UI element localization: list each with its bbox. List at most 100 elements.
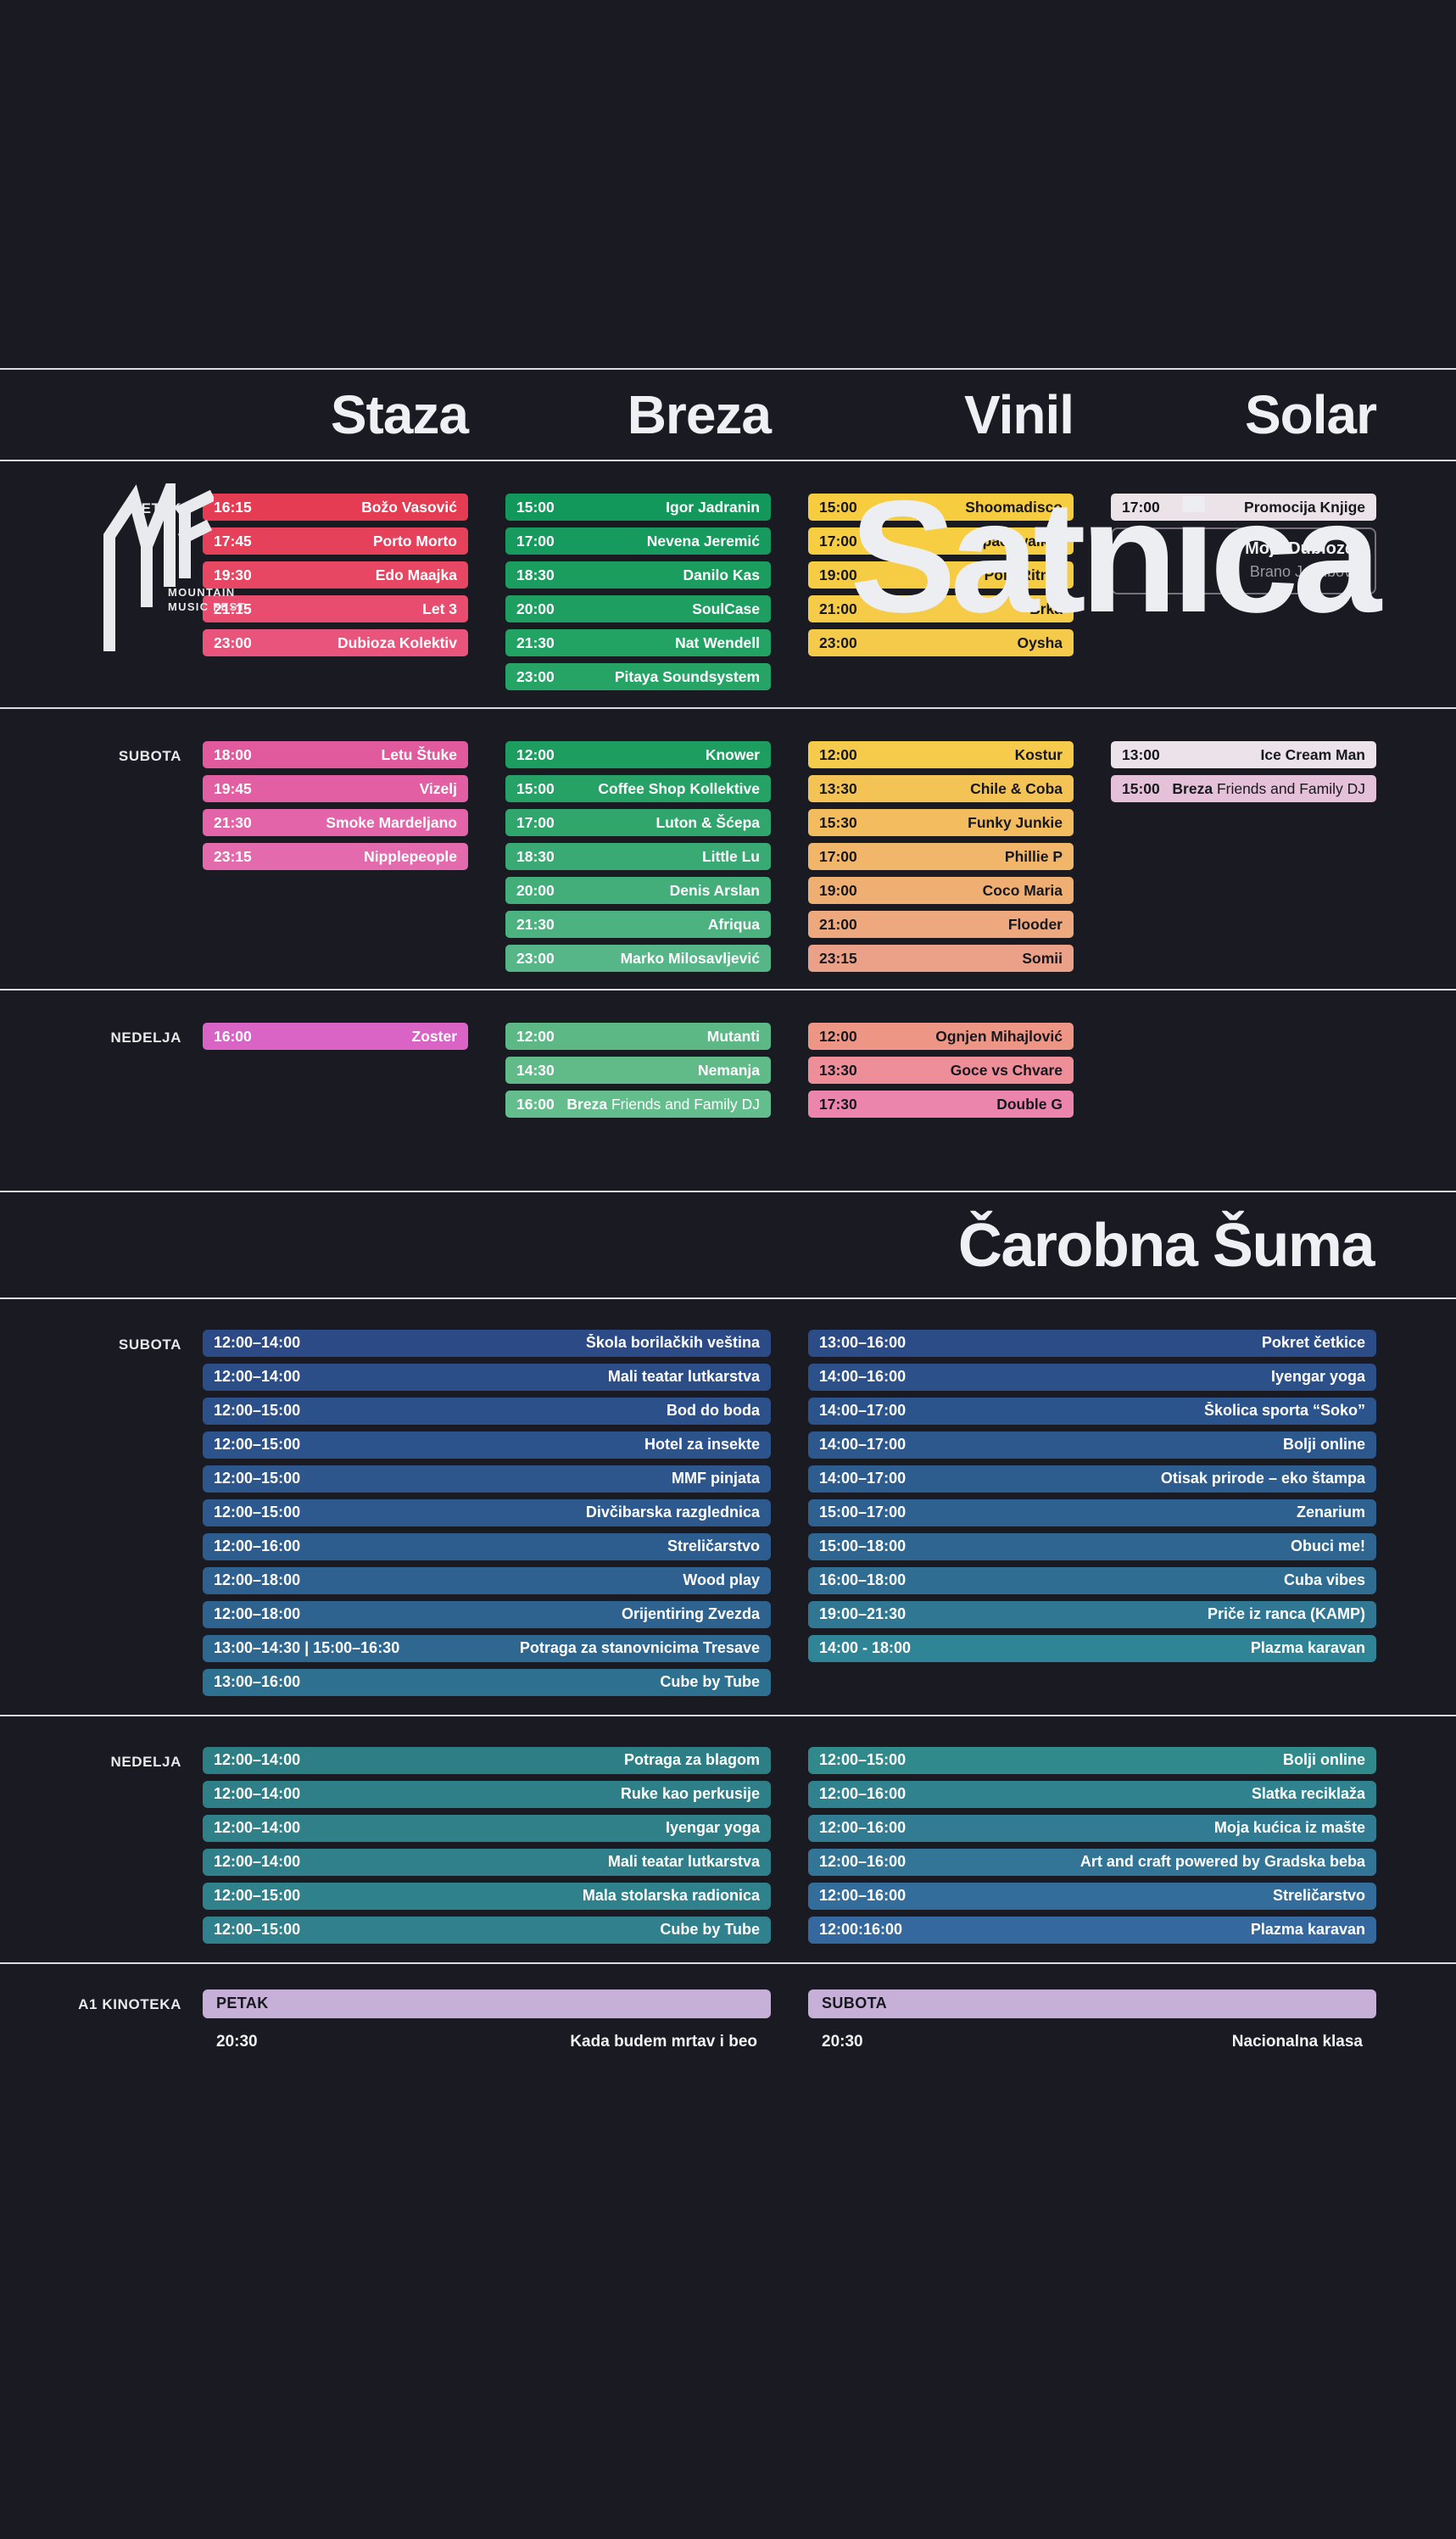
event-bar: 16:00–18:00 Cuba vibes [808, 1566, 1376, 1594]
event-name: Mali teatar lutkarstva [607, 1368, 760, 1386]
event-time: 23:00 [214, 633, 252, 651]
screening-row: 20:30 Nacionalna klasa [808, 2033, 1376, 2051]
cinema-column-petak: PETAK 20:30 Kada budem mrtav i beo [203, 1989, 771, 2051]
event-bar: 12:00–15:00 Divčibarska razglednica [203, 1498, 771, 1526]
stage-header-vinil: Vinil [964, 384, 1074, 445]
event-bar: 12:00–14:00 Potraga za blagom [203, 1746, 771, 1774]
event-bar: 12:00–18:00 Wood play [203, 1566, 771, 1594]
music-schedule: PETAK 16:15 Božo Vasović 17:45 Porto Morto 19… [0, 461, 1456, 1191]
event-time: 19:00 [819, 881, 857, 899]
event-time: 12:00–14:00 [214, 1853, 301, 1871]
page-title: Satnica [850, 467, 1381, 645]
event-bar: 21:30 Smoke Mardeljano [203, 809, 468, 836]
event-time: 23:00 [516, 667, 555, 685]
event-name: Coco Maria [982, 881, 1063, 899]
divider [0, 1961, 1456, 1964]
event-time: 12:00–16:00 [819, 1887, 907, 1905]
event-bar: 18:00 Letu Štuke [203, 741, 468, 768]
event-name-bold: Breza [566, 1095, 608, 1113]
event-bar: 23:15 Nipplepeople [203, 843, 468, 870]
forest-day-section-subota: SUBOTA 12:00–14:00 Škola borilačkih veštin… [0, 1299, 1456, 1715]
event-bar: 13:30 Chile & Coba [808, 775, 1074, 802]
event-name: Iyengar yoga [1270, 1368, 1365, 1386]
event-bar: 17:00 Phillie P [808, 843, 1074, 870]
event-name: Smoke Mardeljano [326, 813, 457, 831]
event-name: Coffee Shop Kollektive [598, 779, 760, 797]
event-name: MMF pinjata [672, 1470, 760, 1487]
day-section-petak: PETAK 16:15 Božo Vasović 17:45 Porto Morto 19… [0, 461, 1456, 707]
event-time: 12:00–16:00 [819, 1785, 907, 1803]
event-bar: 17:30 Double G [808, 1091, 1074, 1118]
cinema-section: A1 KINOTEKA PETAK 20:30 Kada budem mrtav i … [0, 1964, 1456, 2051]
event-name: Hotel za insekte [644, 1436, 760, 1454]
event-name: Poly-Ritmo [984, 566, 1063, 583]
event-name: Kostur [1014, 745, 1063, 763]
forest-title: Čarobna Šuma [957, 1212, 1375, 1280]
event-time: 12:00 [516, 1027, 555, 1045]
event-bar: 21:15 Let 3 [203, 595, 468, 622]
mmf-logo: MOUNTAIN MUSIC FEST [103, 483, 332, 661]
event-bar: 12:00–14:00 Mali teatar lutkarstva [203, 1848, 771, 1876]
event-bar: 23:00 Dubioza Kolektiv [203, 629, 468, 656]
event-bar: 19:30 Edo Maajka [203, 561, 468, 589]
stage-headers: Staza Breza Vinil Solar [0, 370, 1456, 460]
cinema-columns: PETAK 20:30 Kada budem mrtav i beo SUBOTA 20… [203, 1989, 1376, 2051]
event-name: Božo Vasović [361, 498, 457, 516]
day-label-nedelja: NEDELJA [110, 1030, 181, 1046]
book-promo-author: Brano Jakubović [1249, 563, 1363, 580]
event-name: Afriqua [707, 915, 760, 933]
event-name: Pitaya Soundsystem [614, 667, 760, 685]
divider [0, 1191, 1456, 1192]
stage-column-staza: 16:00 Zoster [203, 1023, 468, 1124]
event-time: 12:00–14:00 [214, 1334, 301, 1352]
event-bar: 15:00 Coffee Shop Kollektive [505, 775, 771, 802]
event-bar: 17:00 Luton & Šćepa [505, 809, 771, 836]
day-gutter: SUBOTA [0, 741, 203, 979]
event-name: Brka [1029, 600, 1063, 617]
stage-column-solar [1111, 1023, 1376, 1124]
event-time: 17:00 [1122, 498, 1160, 516]
event-name: Priče iz ranca (KAMP) [1207, 1605, 1365, 1623]
event-bar: 17:45 Porto Morto [203, 527, 468, 555]
event-name: Marko Milosavljević [620, 949, 760, 967]
event-name: Breza Friends and Family DJ [1172, 780, 1365, 798]
event-bar: 15:00 Igor Jadranin [505, 494, 771, 521]
event-bar: 19:00 Poly-Ritmo [808, 561, 1074, 589]
event-time: 14:00–16:00 [819, 1368, 907, 1386]
event-bar: 13:00–16:00 Cube by Tube [203, 1668, 771, 1696]
day-gutter: SUBOTA [0, 1330, 203, 1703]
event-time: 23:00 [516, 949, 555, 967]
event-time: 14:00–17:00 [819, 1402, 907, 1420]
day-columns: 16:15 Božo Vasović 17:45 Porto Morto 19:30 Ed… [203, 494, 1376, 697]
event-bar: 18:30 Little Lu [505, 843, 771, 870]
event-bar: 19:00–21:30 Priče iz ranca (KAMP) [808, 1600, 1376, 1628]
stage-header-staza: Staza [330, 384, 469, 445]
event-bar: 17:00 Nevena Jeremić [505, 527, 771, 555]
event-time: 12:00–16:00 [819, 1819, 907, 1837]
event-bar: 19:45 Vizelj [203, 775, 468, 802]
event-bar: 23:00 Pitaya Soundsystem [505, 663, 771, 690]
event-name: Dubioza Kolektiv [338, 633, 457, 651]
event-bar: 12:00 Mutanti [505, 1023, 771, 1050]
cinema-day-header: PETAK [203, 1989, 771, 2018]
event-time: 12:00 [516, 745, 555, 763]
event-bar: 12:00–14:00 Mali teatar lutkarstva [203, 1363, 771, 1391]
event-bar: 15:00 Shoomadisco [808, 494, 1074, 521]
day-columns: 18:00 Letu Štuke 19:45 Vizelj 21:30 Smoke Mar… [203, 741, 1376, 979]
event-name: Denis Arslan [669, 881, 760, 899]
event-time: 12:00–14:00 [214, 1751, 301, 1769]
event-name: Iyengar yoga [665, 1819, 760, 1837]
mmf-logo-mark [103, 483, 214, 651]
event-time: 12:00 [819, 745, 857, 763]
event-bar: 12:00–15:00 Mala stolarska radionica [203, 1882, 771, 1910]
day-label-nedelja: NEDELJA [110, 1753, 181, 1770]
event-time: 13:30 [819, 1061, 857, 1079]
stage-column-solar: 13:00 Ice Cream Man 15:00 Breza Friends and… [1111, 741, 1376, 979]
event-time: 12:00–16:00 [214, 1537, 301, 1555]
event-name: Ognjen Mihajlović [935, 1027, 1063, 1045]
event-bar: 15:00 Breza Friends and Family DJ [1111, 775, 1376, 802]
screening-time: 20:30 [216, 2032, 258, 2051]
forest-column-1: 12:00–14:00 Škola borilačkih veština 12:00… [203, 1329, 771, 1703]
event-name: Plazma karavan [1250, 1639, 1365, 1657]
event-name: Somii [1022, 949, 1063, 967]
